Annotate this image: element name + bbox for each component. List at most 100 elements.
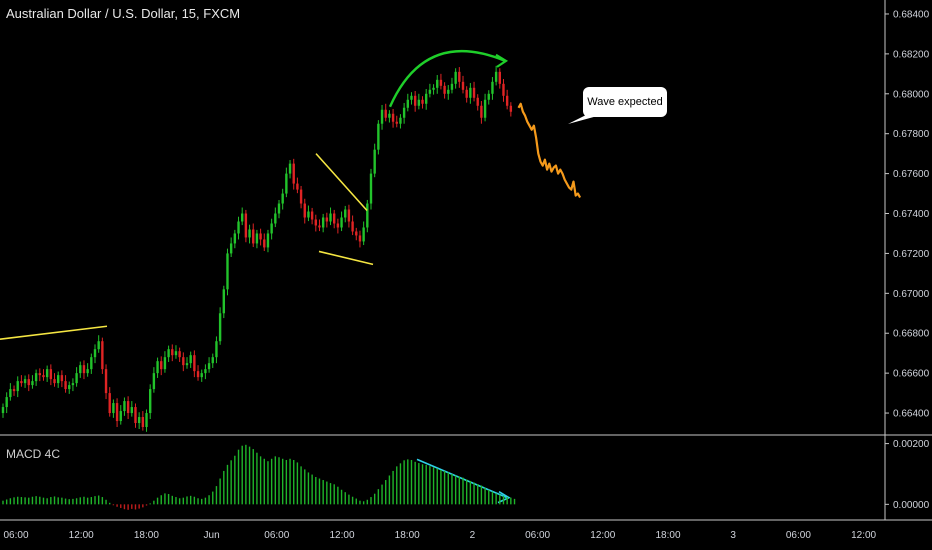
- candle-body: [436, 79, 439, 88]
- candle: [16, 376, 19, 398]
- candle: [281, 188, 284, 210]
- candle-body: [226, 253, 229, 290]
- price-tick-label: 0.68200: [893, 49, 930, 60]
- candle-body: [476, 97, 479, 106]
- candle-body: [252, 229, 255, 244]
- candle: [182, 352, 185, 372]
- candle-body: [108, 393, 111, 414]
- price-tick-label: 0.68000: [893, 89, 930, 100]
- candle-body: [178, 351, 181, 358]
- candle: [498, 68, 501, 89]
- candle-body: [439, 79, 443, 86]
- candle-body: [115, 403, 119, 422]
- candle: [406, 93, 409, 112]
- candle-body: [494, 71, 498, 82]
- candle: [119, 405, 122, 425]
- candle: [71, 378, 75, 392]
- candle-body: [502, 83, 505, 96]
- candle-body: [270, 223, 273, 234]
- candle: [20, 375, 23, 387]
- candle-body: [200, 373, 203, 378]
- candle-body: [45, 369, 49, 378]
- candle: [49, 364, 53, 386]
- candle: [428, 83, 432, 98]
- candle: [259, 228, 262, 246]
- wedge-lower-line: [318, 250, 374, 266]
- candle-body: [126, 401, 130, 414]
- candle: [439, 73, 443, 90]
- annotation-bubble[interactable]: Wave expected: [583, 87, 667, 117]
- price-tick-label: 0.66400: [893, 409, 930, 420]
- candle-body: [480, 105, 483, 118]
- candle: [277, 199, 281, 219]
- candle: [450, 77, 454, 94]
- candle: [34, 369, 38, 386]
- candle-body: [137, 417, 141, 424]
- candle: [325, 212, 329, 228]
- candle-body: [68, 385, 71, 390]
- candle: [321, 213, 325, 233]
- candle-body: [443, 85, 446, 94]
- candle-body: [410, 95, 413, 100]
- candle: [79, 361, 82, 378]
- candle-body: [38, 373, 41, 376]
- time-tick-label: 12:00: [69, 530, 94, 541]
- candle: [156, 357, 159, 378]
- macd-divergence-line: [416, 458, 508, 499]
- candle: [461, 75, 465, 94]
- candle: [68, 381, 71, 394]
- price-tick-label: 0.68400: [893, 9, 930, 20]
- macd-histogram: [2, 444, 516, 510]
- candle: [476, 94, 479, 111]
- candle: [38, 368, 41, 382]
- candle-body: [93, 349, 97, 358]
- candle-body: [428, 89, 432, 94]
- candle: [388, 110, 391, 123]
- candle: [472, 81, 476, 102]
- price-tick-label: 0.67400: [893, 209, 930, 220]
- candle: [329, 207, 332, 226]
- candle-body: [347, 209, 351, 222]
- candle: [75, 367, 78, 387]
- candle-body: [101, 341, 104, 370]
- candle: [377, 120, 380, 155]
- candle: [167, 345, 170, 362]
- candle: [57, 371, 60, 388]
- candle-body: [318, 225, 321, 228]
- arc-arrow: [388, 49, 506, 108]
- candle-body: [259, 233, 262, 240]
- candle: [402, 102, 406, 124]
- candle: [31, 375, 34, 389]
- candle: [137, 412, 141, 430]
- macd-divergence-arrowhead: [497, 490, 511, 504]
- candle-body: [491, 81, 494, 94]
- candle-body: [145, 413, 148, 428]
- candle: [86, 363, 89, 377]
- candle: [226, 248, 229, 296]
- projection-line: [517, 102, 582, 199]
- candle-body: [12, 389, 16, 392]
- candle-body: [53, 379, 56, 384]
- candle-body: [432, 87, 435, 90]
- candle: [380, 104, 384, 130]
- candle-body: [395, 121, 398, 124]
- candle-body: [373, 149, 376, 174]
- candle: [64, 375, 67, 393]
- candle-body: [384, 109, 387, 118]
- candle-body: [174, 351, 178, 356]
- candle-body: [402, 107, 406, 118]
- candle: [123, 397, 126, 416]
- candle-body: [321, 217, 325, 228]
- candle: [60, 370, 64, 388]
- candle-body: [241, 213, 244, 222]
- candle-body: [23, 379, 27, 384]
- time-tick-label: 06:00: [3, 530, 28, 541]
- candle: [292, 158, 295, 190]
- candle-body: [388, 113, 391, 118]
- candle: [421, 96, 424, 109]
- candle: [152, 367, 156, 393]
- candle-body: [237, 221, 240, 234]
- candle: [358, 230, 362, 248]
